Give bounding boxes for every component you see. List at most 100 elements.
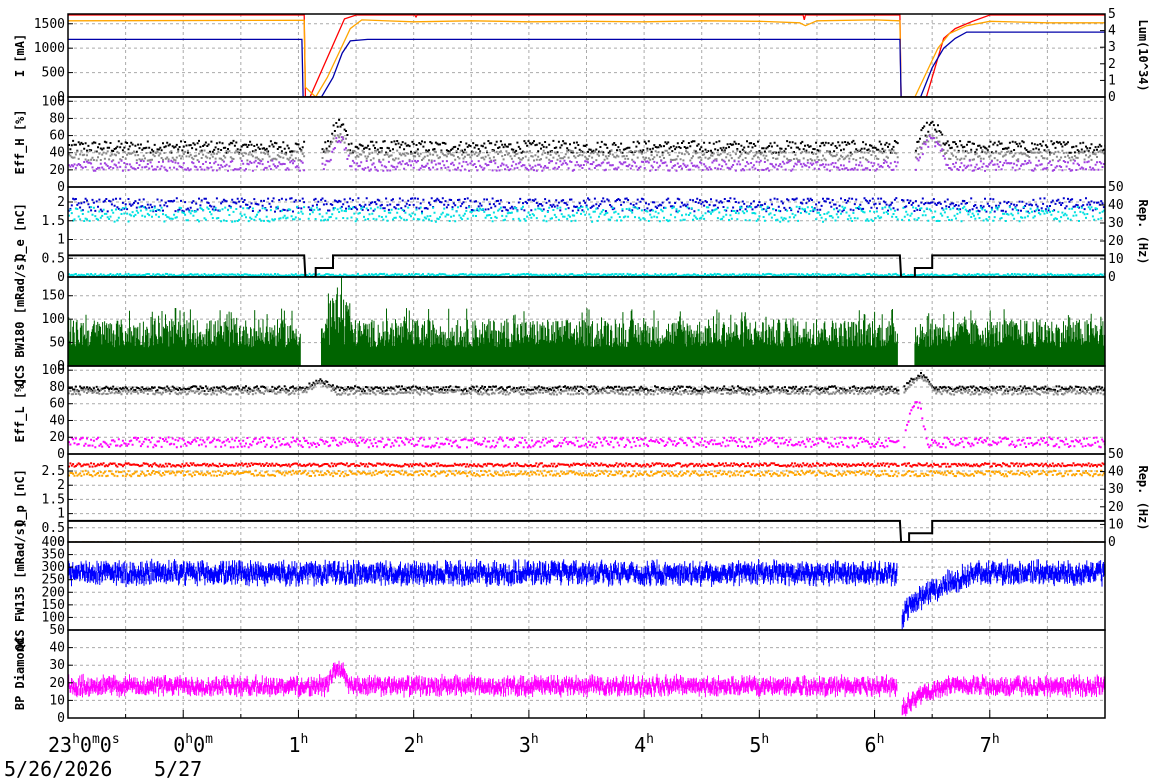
y-axis-label: Q_e [nC]: [13, 203, 28, 261]
series-current-0: [68, 14, 1105, 97]
y-tick-label: 20: [49, 676, 65, 691]
series-group: [68, 558, 1105, 630]
y-tick-right-label: 0: [1108, 535, 1116, 550]
y-tick-label: 1.5: [42, 492, 65, 507]
y-tick-label: 500: [42, 66, 65, 81]
y-tick-label: 20: [49, 430, 65, 445]
series-effh-0: [68, 118, 1105, 154]
y-tick-label: 100: [42, 94, 65, 109]
y-tick-label: 100: [42, 312, 65, 327]
y-tick-label: 1: [57, 233, 65, 248]
x-tick-label: 2h: [404, 732, 424, 757]
y-tick-label: 0: [57, 535, 65, 550]
y-tick-label: 80: [49, 111, 65, 126]
y-tick-label: 1000: [34, 41, 65, 56]
y-tick-right-label: 30: [1108, 216, 1124, 231]
y-tick-right-label: 0: [1108, 90, 1116, 105]
y-axis-label: QCS FW135 [mRad/s]: [13, 521, 27, 651]
y-tick-right-label: 3: [1108, 40, 1116, 55]
x-tick-label: 7h: [980, 732, 1000, 757]
series-qe-0: [68, 197, 1105, 213]
series-effh-1: [68, 133, 1105, 162]
y-tick-label: 80: [49, 380, 65, 395]
series-qp-1: [68, 462, 1105, 468]
x-tick-label: 5h: [749, 732, 769, 757]
y-axis-label: I [mA]: [13, 34, 27, 77]
y-tick-label: 0: [57, 270, 65, 285]
y-axis-label: QCS BW180 [mRad/s]: [13, 256, 27, 386]
y-tick-label: 100: [42, 610, 65, 625]
y-tick-right-label: 10: [1108, 517, 1124, 532]
x-tick-label: 1h: [288, 732, 308, 757]
y-tick-label: 400: [42, 535, 65, 550]
y-tick-right-label: 5: [1108, 7, 1116, 22]
y-tick-label: 0: [57, 180, 65, 195]
panel-bp_diamond: 0 10 20 30 40 BP Diamond: [13, 629, 1106, 726]
y-tick-label: 40: [49, 146, 65, 161]
series-current-1: [68, 19, 1105, 97]
y-tick-label: 350: [42, 548, 65, 563]
x-tick-label: 4h: [634, 732, 654, 757]
x-tick-label: 23h0m0s: [48, 732, 120, 757]
series-group: [68, 462, 1105, 542]
grid: [67, 630, 1106, 719]
panel-effh: 0 20 40 60 80 100 Eff_H [%]: [13, 94, 1106, 195]
series-group: [68, 14, 1105, 97]
series-effl-1: [68, 374, 1105, 396]
series-qe-1: [68, 205, 1105, 223]
series-group: [68, 277, 1105, 366]
y-tick-label: 0.5: [42, 251, 65, 266]
series-bp_diamond-0: [68, 660, 1105, 717]
series-qe-3: [68, 254, 1105, 277]
y-tick-label: 0: [57, 447, 65, 462]
y-tick-right-label: 50: [1108, 180, 1124, 195]
y-tick-right-label: 40: [1108, 465, 1124, 480]
series-current-2: [68, 31, 1105, 97]
y-tick-label: 0.5: [42, 521, 65, 536]
x-tick-label: 3h: [519, 732, 539, 757]
y-tick-label: 0: [57, 359, 65, 374]
y-tick-label: 200: [42, 585, 65, 600]
y-tick-label: 60: [49, 129, 65, 144]
y-tick-right-label: 10: [1108, 252, 1124, 267]
series-effl-0: [68, 372, 1105, 393]
y-axis-label-right: Rep. (Hz): [1136, 465, 1150, 530]
series-group: [68, 118, 1105, 172]
panel-current: 0 500 1000 1500 0 12 34 5 Lum(10^34) I [mA]: [13, 7, 1150, 105]
y-axis-label-right: Rep. (Hz): [1136, 199, 1150, 264]
y-tick-right-label: 30: [1108, 482, 1124, 497]
y-tick-label: 40: [49, 413, 65, 428]
y-tick-label: 2.5: [42, 464, 65, 479]
series-qp-0: [68, 469, 1105, 478]
y-tick-right-label: 2: [1108, 57, 1116, 72]
y-tick-right-label: 50: [1108, 447, 1124, 462]
y-tick-label: 30: [49, 658, 65, 673]
y-tick-right-label: 40: [1108, 198, 1124, 213]
y-tick-label: 1.5: [42, 214, 65, 229]
y-tick-label: 50: [49, 623, 65, 638]
y-tick-label: 20: [49, 163, 65, 178]
y-axis-label: Eff_H [%]: [13, 109, 28, 174]
series-effh-2: [68, 135, 1105, 172]
y-tick-label: 0: [57, 90, 65, 105]
y-tick-right-label: 0: [1108, 270, 1116, 285]
y-axis-label: BP Diamond: [13, 638, 27, 710]
y-tick-label: 150: [42, 289, 65, 304]
series-group: [68, 372, 1105, 449]
y-axis-label: Q_p [nC]: [13, 469, 28, 527]
series-effl-2: [68, 401, 1105, 449]
y-axis-label-right: Lum(10^34): [1136, 19, 1150, 91]
y-tick-label: 300: [42, 560, 65, 575]
y-tick-right-label: 20: [1108, 234, 1124, 249]
x-tick-label: 0h0m: [173, 732, 213, 757]
series-group: [68, 197, 1105, 277]
y-tick-label: 250: [42, 573, 65, 588]
y-axis-label: Eff_L [%]: [13, 377, 28, 442]
date-label-next: 5/27: [154, 757, 202, 781]
date-label-start: 5/26/2026: [4, 757, 112, 781]
grid: [67, 14, 1106, 98]
